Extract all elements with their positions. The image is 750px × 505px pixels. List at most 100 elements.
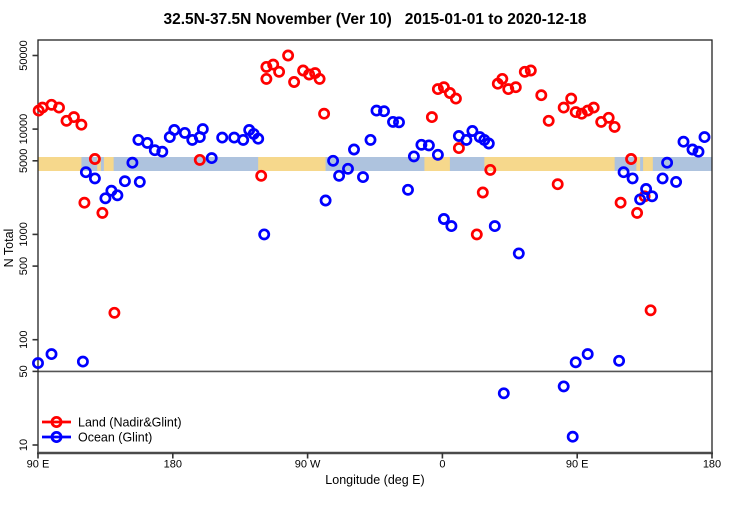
x-tick-label: 90 E (27, 459, 50, 471)
data-point-ocean (640, 183, 653, 195)
data-point-land (602, 111, 615, 124)
y-tick-label: 50000 (18, 40, 30, 71)
data-point-land (614, 196, 627, 209)
data-point-ocean (634, 193, 647, 206)
data-point-ocean (237, 133, 250, 146)
data-point-land (569, 106, 582, 119)
data-point-ocean (569, 356, 582, 369)
x-axis-label: Longitude (deg E) (325, 473, 424, 487)
data-point-land (452, 142, 465, 155)
data-point-ocean (656, 172, 669, 185)
data-point-ocean (357, 171, 369, 184)
data-point-ocean (692, 145, 705, 158)
legend-marker (50, 431, 63, 443)
data-point-ocean (111, 189, 124, 202)
data-point-land (267, 58, 280, 71)
x-tick-label: 90 W (295, 459, 321, 471)
data-point-land (78, 196, 91, 209)
land-series (32, 49, 657, 319)
data-point-ocean (148, 144, 161, 157)
data-point-ocean (333, 169, 346, 182)
y-tick-label: 500 (18, 257, 30, 275)
x-tick-label: 180 (703, 459, 721, 471)
data-point-ocean (661, 156, 674, 169)
data-point-ocean (76, 355, 89, 368)
data-point-land (260, 60, 273, 73)
land-band-segment (97, 157, 101, 171)
data-point-ocean (118, 175, 131, 188)
data-point-ocean (626, 172, 639, 185)
data-point-ocean (168, 124, 181, 136)
data-point-ocean (342, 162, 354, 175)
y-tick-label: 10 (18, 439, 30, 451)
data-point-ocean (133, 175, 146, 188)
data-point-ocean (216, 131, 229, 144)
data-point-ocean (670, 175, 683, 188)
data-point-ocean (407, 150, 420, 163)
data-point-land (470, 228, 483, 241)
data-point-ocean (466, 125, 479, 137)
legend-marker (50, 416, 63, 428)
data-point-ocean (431, 148, 444, 161)
data-point-land (288, 76, 301, 88)
land-band-segment (424, 157, 450, 171)
data-point-land (303, 68, 316, 81)
data-point-land (193, 153, 206, 166)
data-point-land (518, 65, 531, 78)
data-point-ocean (581, 348, 594, 361)
data-point-ocean (327, 154, 340, 167)
data-point-ocean (126, 156, 139, 169)
data-point-land (282, 49, 295, 62)
legend-label: Land (Nadir&Glint) (78, 416, 182, 430)
data-point-land (476, 186, 489, 199)
data-point-land (557, 101, 570, 114)
data-point-ocean (415, 138, 428, 151)
ocean-series (32, 104, 711, 443)
data-point-land (608, 120, 621, 133)
y-axis-label: N Total (2, 229, 16, 268)
data-point-land (318, 107, 331, 120)
data-point-ocean (205, 152, 218, 165)
data-point-land (437, 81, 450, 94)
data-point-ocean (482, 137, 495, 150)
plot-box (37, 39, 713, 454)
data-point-land (431, 83, 444, 96)
y-tick-label: 5000 (18, 149, 30, 173)
data-point-land (260, 72, 273, 85)
y-tick-label: 1000 (18, 222, 30, 246)
data-point-ocean (422, 139, 435, 152)
data-point-ocean (258, 228, 271, 241)
chart-title: 32.5N-37.5N November (Ver 10) 2015-01-01… (163, 11, 586, 28)
data-point-ocean (319, 194, 332, 207)
data-point-land (496, 72, 509, 85)
data-point-ocean (378, 105, 390, 118)
data-point-ocean (437, 213, 450, 225)
axes-layer: 90 E 180 90 W 0 90 E 180 10 50 100 500 1000 5000 100… (18, 39, 721, 471)
data-point-ocean (88, 172, 101, 185)
data-point-ocean (387, 115, 399, 128)
data-point-ocean (141, 136, 154, 149)
data-point-ocean (32, 357, 44, 370)
data-point-land (509, 81, 522, 94)
data-point-land (581, 104, 594, 117)
land-band-segment (38, 157, 82, 171)
data-point-land (255, 169, 268, 182)
x-tick-label: 0 (439, 459, 445, 471)
legend-label: Ocean (Glint) (78, 431, 152, 445)
data-point-land (53, 101, 65, 114)
data-point-land (587, 101, 600, 114)
data-point-land (565, 92, 578, 105)
data-point-land (96, 206, 109, 219)
data-point-ocean (488, 220, 501, 233)
land-band-segment (484, 157, 615, 171)
data-point-ocean (79, 166, 92, 179)
data-point-land (75, 118, 88, 131)
y-tick-label: 100 (18, 331, 30, 349)
data-point-ocean (677, 135, 690, 148)
data-point-ocean (45, 348, 58, 361)
data-point-ocean (613, 354, 626, 367)
y-tick-label: 50 (18, 365, 30, 377)
data-point-land (273, 65, 286, 78)
data-point-ocean (566, 430, 579, 443)
